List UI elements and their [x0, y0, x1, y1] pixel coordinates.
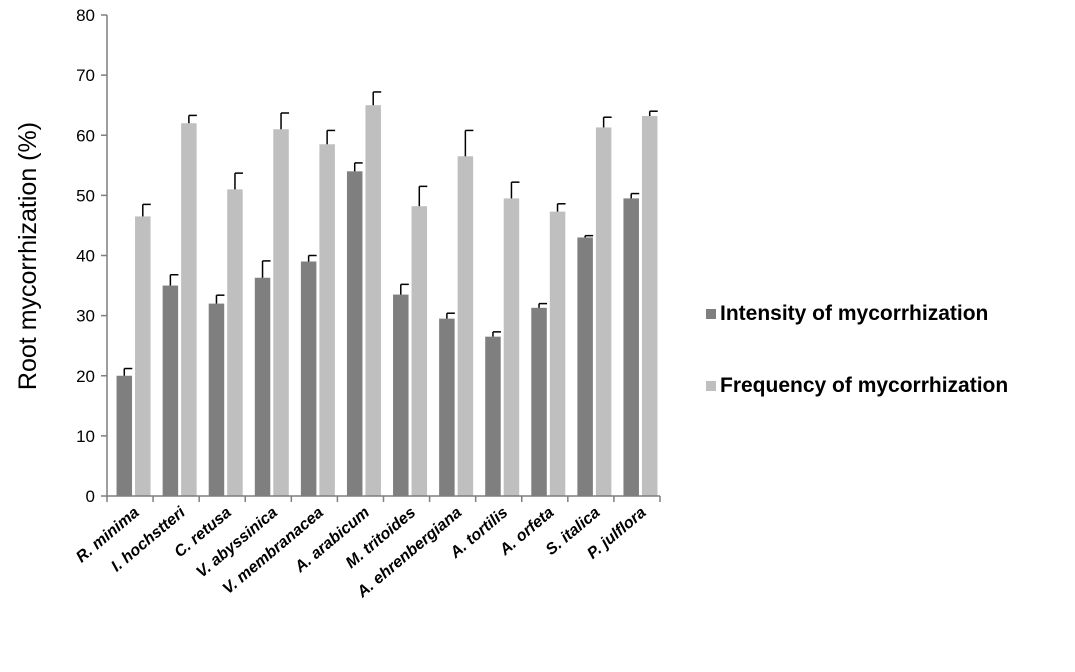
bar-intensity-2: [162, 285, 179, 496]
legend-label-frequency: Frequency of mycorrhization: [720, 374, 1008, 397]
legend-swatch-frequency: [706, 381, 716, 391]
bar-frequency-4: [273, 129, 289, 497]
bar-intensity-10: [531, 307, 547, 496]
legend: Intensity of mycorrhization Frequency of …: [706, 302, 1008, 397]
y-tick-label-40: 40: [76, 247, 95, 266]
bar-intensity-3: [208, 303, 225, 496]
bar-frequency-2: [181, 123, 197, 496]
y-tick-label-20: 20: [76, 367, 95, 386]
bars-layer: [116, 91, 658, 497]
bar-frequency-5: [319, 144, 335, 496]
bar-frequency-1: [135, 216, 151, 497]
bar-frequency-9: [503, 198, 520, 496]
y-tick-label-70: 70: [76, 66, 95, 85]
bar-intensity-7: [393, 294, 409, 496]
bar-frequency-11: [595, 127, 612, 497]
bar-intensity-9: [485, 336, 501, 496]
bar-frequency-12: [641, 116, 658, 496]
y-tick-label-30: 30: [76, 307, 95, 326]
bar-frequency-6: [365, 105, 381, 496]
bar-intensity-8: [439, 318, 455, 496]
y-tick-label-80: 80: [76, 6, 95, 25]
axes-layer: [101, 14, 661, 502]
bar-frequency-8: [457, 156, 474, 497]
legend-swatch-intensity: [706, 309, 716, 319]
bar-intensity-4: [254, 277, 271, 496]
y-tick-label-10: 10: [76, 427, 95, 446]
legend-label-intensity: Intensity of mycorrhization: [720, 302, 988, 325]
y-axis-title: Root mycorrhization (%): [14, 122, 42, 390]
bar-intensity-1: [116, 375, 133, 496]
bar-frequency-10: [549, 211, 566, 497]
bar-intensity-11: [577, 237, 593, 496]
bar-intensity-6: [346, 171, 363, 496]
bar-frequency-7: [411, 206, 428, 496]
y-tick-label-0: 0: [86, 487, 95, 506]
y-tick-label-60: 60: [76, 126, 95, 145]
bar-intensity-12: [623, 198, 639, 496]
bar-frequency-3: [227, 189, 243, 497]
y-tick-label-50: 50: [76, 186, 95, 205]
bar-intensity-5: [300, 261, 317, 496]
